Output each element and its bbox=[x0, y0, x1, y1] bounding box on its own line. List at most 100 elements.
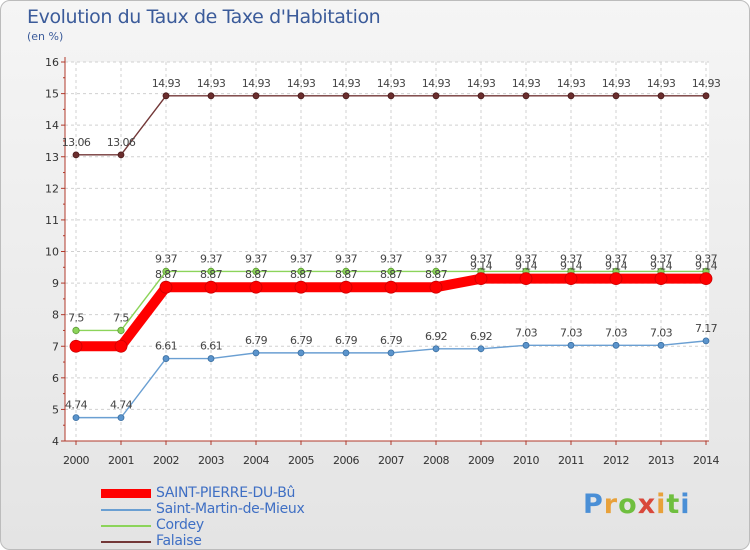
point-Falaise-2012 bbox=[612, 92, 620, 100]
ytick-label-15: 15 bbox=[45, 88, 59, 101]
data-label-Saint-Martin-de-Mieux-2007: 6.79 bbox=[380, 334, 403, 347]
data-label-Cordey-2007: 9.37 bbox=[380, 252, 403, 265]
point-Cordey-2004 bbox=[252, 267, 260, 275]
point-SAINT-PIERRE-DU-Bû-2013 bbox=[654, 272, 668, 286]
point-Falaise-2004 bbox=[252, 92, 260, 100]
point-Falaise-2013 bbox=[657, 92, 665, 100]
ytick-label-4: 4 bbox=[52, 435, 59, 448]
data-label-Saint-Martin-de-Mieux-2014: 7.17 bbox=[695, 322, 718, 335]
data-label-Cordey-2012: 9.37 bbox=[605, 252, 628, 265]
legend-label: Cordey bbox=[156, 517, 204, 533]
data-label-SAINT-PIERRE-DU-Bû-2011: 9.14 bbox=[560, 260, 583, 273]
data-label-Falaise-2004: 14.93 bbox=[242, 77, 271, 90]
data-label-Saint-Martin-de-Mieux-2010: 7.03 bbox=[515, 326, 538, 339]
xtick-label-2012: 2012 bbox=[603, 454, 629, 467]
point-Falaise-2002 bbox=[162, 92, 170, 100]
data-label-Saint-Martin-de-Mieux-2003: 6.61 bbox=[200, 340, 222, 353]
data-label-Falaise-2012: 14.93 bbox=[602, 77, 631, 90]
data-label-Cordey-2011: 9.37 bbox=[560, 252, 583, 265]
point-SAINT-PIERRE-DU-Bû-2011 bbox=[564, 272, 578, 286]
data-label-Falaise-2014: 14.93 bbox=[692, 77, 721, 90]
point-SAINT-PIERRE-DU-Bû-2012 bbox=[609, 272, 623, 286]
xtick-label-2004: 2004 bbox=[243, 454, 269, 467]
point-SAINT-PIERRE-DU-Bû-2014 bbox=[699, 272, 713, 286]
ytick-label-11: 11 bbox=[45, 214, 59, 227]
point-Cordey-2006 bbox=[342, 267, 350, 275]
data-label-SAINT-PIERRE-DU-Bû-2004: 8.87 bbox=[245, 268, 268, 281]
data-label-Falaise-2008: 14.93 bbox=[422, 77, 451, 90]
point-Saint-Martin-de-Mieux-2003 bbox=[207, 355, 215, 362]
data-label-Saint-Martin-de-Mieux-2001: 4.74 bbox=[110, 399, 133, 412]
point-Cordey-2002 bbox=[162, 267, 170, 275]
point-SAINT-PIERRE-DU-Bû-2005 bbox=[294, 280, 308, 294]
data-label-Cordey-2010: 9.37 bbox=[515, 252, 538, 265]
data-label-Falaise-2013: 14.93 bbox=[647, 77, 676, 90]
point-Saint-Martin-de-Mieux-2008 bbox=[432, 345, 440, 353]
point-Cordey-2000 bbox=[72, 326, 80, 335]
data-label-Falaise-2005: 14.93 bbox=[287, 77, 316, 90]
point-SAINT-PIERRE-DU-Bû-2004 bbox=[249, 280, 263, 294]
data-label-Saint-Martin-de-Mieux-2012: 7.03 bbox=[605, 326, 628, 339]
ytick-label-6: 6 bbox=[52, 372, 59, 385]
data-label-SAINT-PIERRE-DU-Bû-2006: 8.87 bbox=[335, 268, 358, 281]
data-label-Falaise-2009: 14.93 bbox=[467, 77, 496, 90]
legend-label: SAINT-PIERRE-DU-Bû bbox=[156, 485, 296, 501]
data-label-Falaise-2006: 14.93 bbox=[332, 77, 361, 90]
proxiti-logo: Proxiti bbox=[583, 489, 691, 520]
data-label-Cordey-2004: 9.37 bbox=[245, 252, 268, 265]
point-Saint-Martin-de-Mieux-2000 bbox=[72, 414, 80, 422]
point-Cordey-2003 bbox=[207, 267, 215, 275]
point-Saint-Martin-de-Mieux-2001 bbox=[117, 414, 125, 422]
data-label-Cordey-2001: 7.5 bbox=[113, 311, 129, 324]
point-Saint-Martin-de-Mieux-2010 bbox=[522, 341, 530, 349]
data-label-Cordey-2003: 9.37 bbox=[200, 252, 223, 265]
point-Falaise-2000 bbox=[72, 151, 80, 159]
data-label-Saint-Martin-de-Mieux-2011: 7.03 bbox=[560, 326, 583, 339]
data-label-Saint-Martin-de-Mieux-2006: 6.79 bbox=[335, 334, 358, 347]
point-Falaise-2010 bbox=[522, 92, 530, 100]
point-Saint-Martin-de-Mieux-2009 bbox=[477, 345, 485, 353]
legend-swatch bbox=[101, 509, 151, 511]
data-label-SAINT-PIERRE-DU-Bû-2005: 8.87 bbox=[290, 268, 313, 281]
point-Cordey-2008 bbox=[432, 267, 440, 275]
point-Saint-Martin-de-Mieux-2005 bbox=[297, 349, 305, 357]
data-label-Cordey-2000: 7.5 bbox=[68, 311, 84, 324]
chart-title: Evolution du Taux de Taxe d'Habitation bbox=[27, 6, 381, 28]
data-label-Saint-Martin-de-Mieux-2008: 6.92 bbox=[425, 330, 447, 343]
point-Falaise-2011 bbox=[567, 92, 575, 100]
xtick-label-2013: 2013 bbox=[648, 454, 674, 467]
data-label-Cordey-2009: 9.37 bbox=[470, 252, 493, 265]
xtick-label-2008: 2008 bbox=[423, 454, 449, 467]
point-Saint-Martin-de-Mieux-2007 bbox=[387, 349, 395, 357]
point-Saint-Martin-de-Mieux-2011 bbox=[567, 341, 575, 349]
ytick-label-7: 7 bbox=[52, 340, 59, 353]
xtick-label-2010: 2010 bbox=[513, 454, 539, 467]
data-label-Saint-Martin-de-Mieux-2013: 7.03 bbox=[650, 326, 673, 339]
point-Cordey-2001 bbox=[117, 326, 125, 335]
data-label-Falaise-2011: 14.93 bbox=[557, 77, 586, 90]
point-SAINT-PIERRE-DU-Bû-2006 bbox=[339, 280, 353, 294]
point-Falaise-2001 bbox=[117, 151, 125, 159]
point-SAINT-PIERRE-DU-Bû-2001 bbox=[114, 339, 128, 353]
legend-label: Falaise bbox=[156, 533, 202, 549]
point-Saint-Martin-de-Mieux-2006 bbox=[342, 349, 350, 357]
xtick-label-2011: 2011 bbox=[558, 454, 584, 467]
ytick-label-13: 13 bbox=[45, 151, 59, 164]
data-label-Falaise-2003: 14.93 bbox=[197, 77, 226, 90]
ytick-label-10: 10 bbox=[45, 246, 59, 259]
xtick-label-2002: 2002 bbox=[153, 454, 179, 467]
data-label-SAINT-PIERRE-DU-Bû-2009: 9.14 bbox=[470, 260, 493, 273]
data-label-Cordey-2006: 9.37 bbox=[335, 252, 358, 265]
legend-swatch bbox=[101, 525, 151, 527]
ytick-label-9: 9 bbox=[52, 277, 59, 290]
point-SAINT-PIERRE-DU-Bû-2002 bbox=[159, 280, 173, 294]
legend-swatch bbox=[101, 541, 151, 543]
data-label-SAINT-PIERRE-DU-Bû-2014: 9.14 bbox=[695, 260, 718, 273]
point-Saint-Martin-de-Mieux-2013 bbox=[657, 341, 665, 349]
data-label-Cordey-2002: 9.37 bbox=[155, 252, 178, 265]
data-label-Cordey-2013: 9.37 bbox=[650, 252, 673, 265]
ytick-label-12: 12 bbox=[45, 182, 59, 195]
legend-swatch bbox=[101, 489, 151, 498]
